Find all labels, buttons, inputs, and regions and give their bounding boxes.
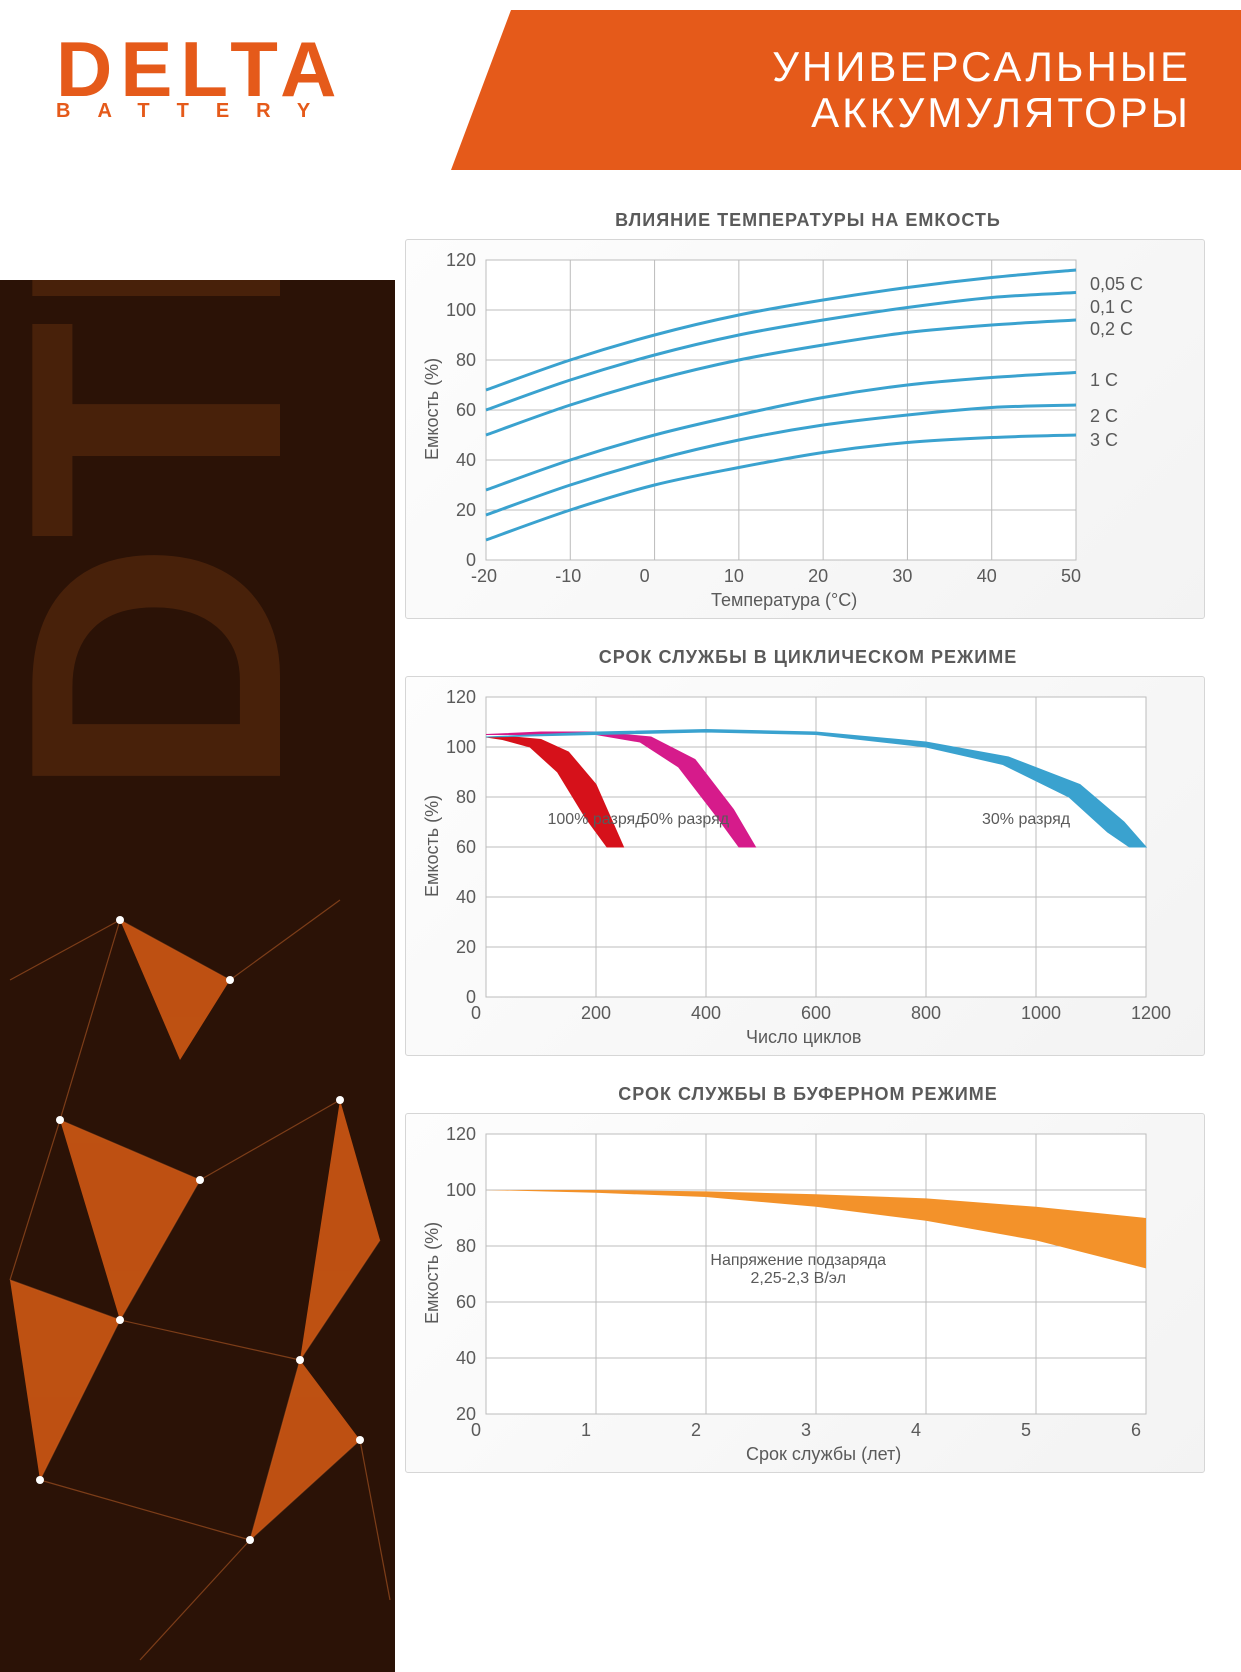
chart-cyclic-life: СРОК СЛУЖБЫ В ЦИКЛИЧЕСКОМ РЕЖИМЕ 0 200 400… bbox=[405, 647, 1211, 1056]
y-axis-label: Емкость (%) bbox=[422, 358, 443, 460]
y-tick: 120 bbox=[446, 687, 476, 708]
series-label: 0,2 С bbox=[1090, 319, 1133, 340]
x-tick: 6 bbox=[1131, 1420, 1141, 1441]
y-tick: 0 bbox=[466, 550, 476, 571]
logo-sub: BATTERY bbox=[56, 100, 344, 123]
y-tick: 80 bbox=[456, 1236, 476, 1257]
y-tick: 20 bbox=[456, 1404, 476, 1425]
y-tick: 40 bbox=[456, 450, 476, 471]
x-tick: 1 bbox=[581, 1420, 591, 1441]
chart3-title: СРОК СЛУЖБЫ В БУФЕРНОМ РЕЖИМЕ bbox=[405, 1084, 1211, 1105]
series-label: 1 С bbox=[1090, 370, 1118, 391]
x-tick: 5 bbox=[1021, 1420, 1031, 1441]
x-tick: 600 bbox=[801, 1003, 831, 1024]
y-tick: 40 bbox=[456, 1348, 476, 1369]
y-axis-label: Емкость (%) bbox=[422, 795, 443, 897]
page-title-banner: УНИВЕРСАЛЬНЫЕ АККУМУЛЯТОРЫ bbox=[451, 10, 1241, 170]
y-tick: 60 bbox=[456, 400, 476, 421]
x-tick: -10 bbox=[555, 566, 581, 587]
y-tick: 120 bbox=[446, 1124, 476, 1145]
y-tick: 60 bbox=[456, 837, 476, 858]
x-tick: 40 bbox=[977, 566, 997, 587]
x-tick: 0 bbox=[640, 566, 650, 587]
decorative-sidebar: DTM bbox=[0, 280, 395, 1672]
charts-column: ВЛИЯНИЕ ТЕМПЕРАТУРЫ НА ЕМКОСТЬ -20-10010… bbox=[405, 210, 1211, 1501]
series-label: 2 С bbox=[1090, 406, 1118, 427]
y-tick: 120 bbox=[446, 250, 476, 271]
x-tick: 2 bbox=[691, 1420, 701, 1441]
y-tick: 60 bbox=[456, 1292, 476, 1313]
band-label: 100% разряд bbox=[548, 811, 645, 829]
y-tick: 80 bbox=[456, 787, 476, 808]
x-tick: 3 bbox=[801, 1420, 811, 1441]
brand-logo: DELTA BATTERY bbox=[56, 34, 344, 123]
x-tick: 1200 bbox=[1131, 1003, 1171, 1024]
chart1-title: ВЛИЯНИЕ ТЕМПЕРАТУРЫ НА ЕМКОСТЬ bbox=[405, 210, 1211, 231]
page-header: DELTA BATTERY УНИВЕРСАЛЬНЫЕ АККУМУЛЯТОРЫ bbox=[0, 0, 1241, 200]
x-tick: 20 bbox=[808, 566, 828, 587]
y-tick: 100 bbox=[446, 1180, 476, 1201]
x-axis-label: Срок службы (лет) bbox=[746, 1444, 901, 1465]
y-axis-label: Емкость (%) bbox=[422, 1222, 443, 1324]
chart2-title: СРОК СЛУЖБЫ В ЦИКЛИЧЕСКОМ РЕЖИМЕ bbox=[405, 647, 1211, 668]
x-axis-label: Число циклов bbox=[746, 1027, 862, 1048]
y-tick: 0 bbox=[466, 987, 476, 1008]
y-tick: 20 bbox=[456, 500, 476, 521]
chart3-frame: 012345620406080100120Емкость (%)Срок слу… bbox=[405, 1113, 1205, 1473]
chart3-caption: Напряжение подзаряда2,25-2,3 В/эл bbox=[710, 1252, 886, 1288]
x-tick: 4 bbox=[911, 1420, 921, 1441]
page-title: УНИВЕРСАЛЬНЫЕ АККУМУЛЯТОРЫ bbox=[772, 44, 1191, 136]
x-axis-label: Температура (°С) bbox=[711, 590, 857, 611]
y-tick: 80 bbox=[456, 350, 476, 371]
series-label: 3 С bbox=[1090, 430, 1118, 451]
chart-temperature-capacity: ВЛИЯНИЕ ТЕМПЕРАТУРЫ НА ЕМКОСТЬ -20-10010… bbox=[405, 210, 1211, 619]
series-label: 0,05 С bbox=[1090, 274, 1143, 295]
y-tick: 40 bbox=[456, 887, 476, 908]
x-tick: 200 bbox=[581, 1003, 611, 1024]
x-tick: 1000 bbox=[1021, 1003, 1061, 1024]
chart-float-life: СРОК СЛУЖБЫ В БУФЕРНОМ РЕЖИМЕ 0123456204… bbox=[405, 1084, 1211, 1473]
band-label: 30% разряд bbox=[982, 811, 1070, 829]
page-title-line1: УНИВЕРСАЛЬНЫЕ bbox=[772, 43, 1191, 90]
x-tick: 30 bbox=[892, 566, 912, 587]
x-tick: 800 bbox=[911, 1003, 941, 1024]
series-label: 0,1 С bbox=[1090, 297, 1133, 318]
x-tick: 10 bbox=[724, 566, 744, 587]
watermark-text: DTM bbox=[0, 280, 357, 800]
x-tick: 400 bbox=[691, 1003, 721, 1024]
chart1-frame: -20-1001020304050020406080100120Емкость … bbox=[405, 239, 1205, 619]
logo-main: DELTA bbox=[56, 34, 344, 104]
y-tick: 20 bbox=[456, 937, 476, 958]
y-tick: 100 bbox=[446, 300, 476, 321]
y-tick: 100 bbox=[446, 737, 476, 758]
page-title-line2: АККУМУЛЯТОРЫ bbox=[811, 89, 1191, 136]
chart2-frame: 020040060080010001200020406080100120Емко… bbox=[405, 676, 1205, 1056]
band-label: 50% разряд bbox=[641, 811, 729, 829]
x-tick: 50 bbox=[1061, 566, 1081, 587]
